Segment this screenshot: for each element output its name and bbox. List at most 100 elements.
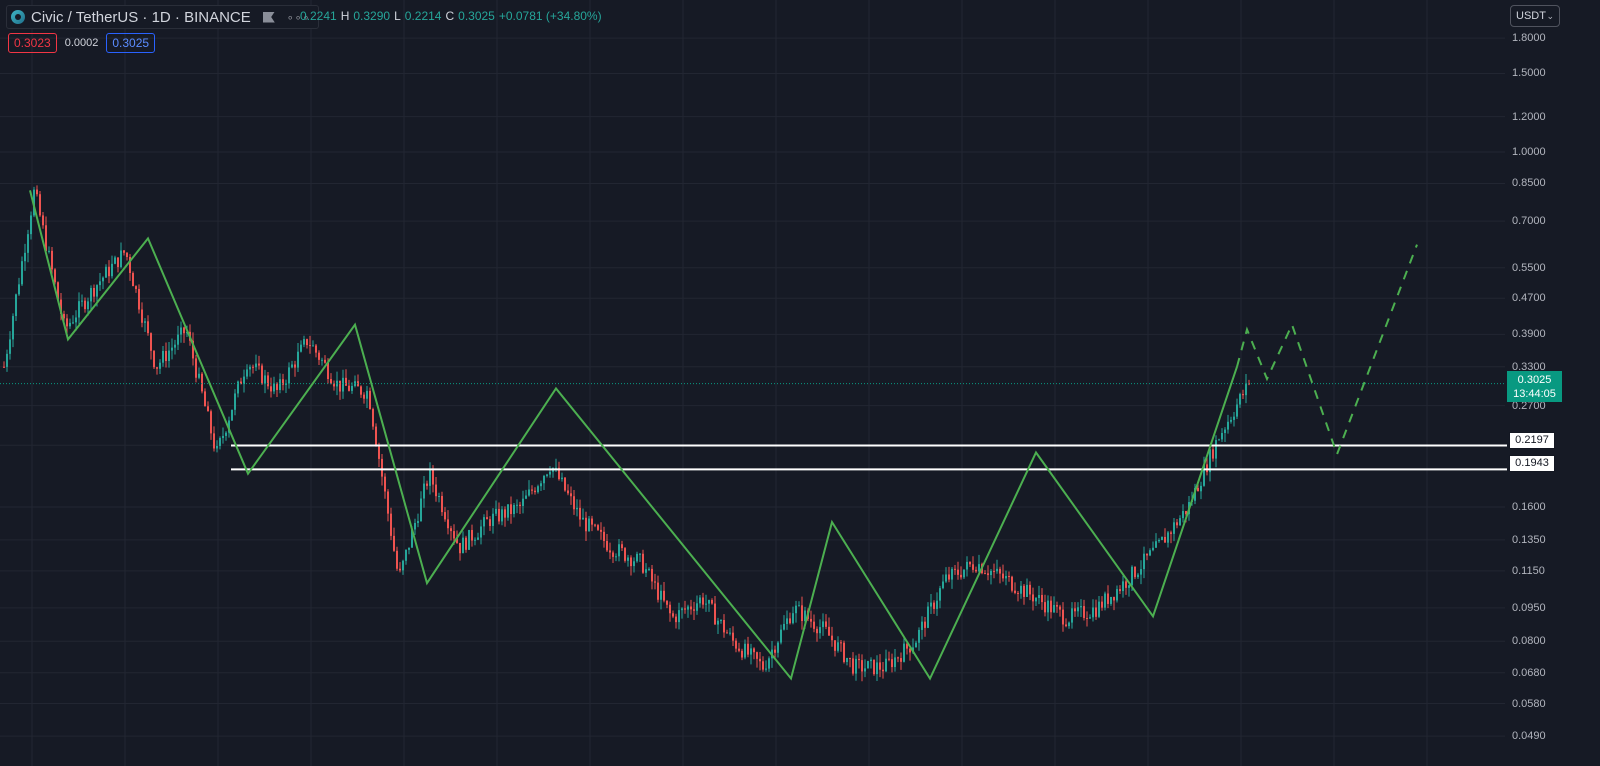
horizontal-levels[interactable] — [231, 444, 1507, 471]
candle-body — [54, 269, 56, 283]
more-dots-icon[interactable]: ∘∘∘ — [286, 11, 311, 24]
candle-body — [48, 250, 50, 252]
candle-body — [492, 513, 494, 526]
buy-price-button[interactable]: 0.3025 — [106, 33, 156, 53]
candle-body — [237, 381, 239, 394]
candle-body — [123, 250, 125, 253]
low-value: 0.2214 — [404, 9, 442, 23]
candle-body — [831, 635, 833, 641]
candle-body — [696, 603, 698, 611]
candle-body — [1011, 576, 1013, 591]
candle-body — [813, 621, 815, 629]
candle-body — [51, 250, 53, 270]
ohlc-values: 0.2241 H 0.3290 L 0.2214 C 0.3025 +0.0781 (… — [300, 9, 602, 23]
candle-body — [627, 557, 629, 561]
close-label: C — [445, 9, 455, 23]
candle-body — [276, 383, 278, 390]
candle-body — [621, 544, 623, 549]
candle-body — [318, 352, 320, 360]
candle-body — [717, 620, 719, 625]
candle-body — [435, 484, 437, 497]
candle-body — [837, 642, 839, 651]
candle-body — [1107, 593, 1109, 604]
candle-body — [21, 261, 23, 285]
candle-body — [1176, 522, 1178, 526]
candle-body — [525, 495, 527, 499]
candle-body — [429, 468, 431, 486]
price-axis-label: 0.0680 — [1512, 666, 1546, 679]
candle-body — [681, 608, 683, 611]
candle-body — [516, 504, 518, 506]
candle-body — [195, 358, 197, 378]
candle-body — [1212, 449, 1214, 459]
candle-body — [1041, 594, 1043, 603]
candle-body — [1173, 522, 1175, 534]
candle-body — [366, 390, 368, 399]
candle-body — [780, 629, 782, 643]
candle-body — [1005, 576, 1007, 579]
level-tag-lower[interactable]: 0.1943 — [1509, 455, 1555, 472]
price-axis-label: 1.5000 — [1512, 67, 1546, 80]
candle-body — [504, 509, 506, 518]
candle-body — [705, 603, 707, 605]
candle-body — [156, 367, 158, 369]
candle-body — [870, 659, 872, 662]
price-axis-label: 0.0800 — [1512, 635, 1546, 648]
candle-body — [843, 642, 845, 663]
currency-selector[interactable]: USDT ⌄ — [1510, 5, 1560, 27]
candle-body — [948, 574, 950, 580]
candle-body — [249, 366, 251, 370]
candle-body — [1146, 553, 1148, 556]
level-tag-upper[interactable]: 0.2197 — [1509, 432, 1555, 449]
candle-body — [822, 621, 824, 628]
candle-body — [618, 544, 620, 557]
candle-body — [639, 553, 641, 555]
sell-price-button[interactable]: 0.3023 — [8, 33, 57, 53]
candle-body — [597, 525, 599, 530]
candle-body — [846, 657, 848, 663]
current-price-tag: 0.3025 13:44:05 — [1507, 371, 1562, 402]
candle-body — [768, 658, 770, 669]
symbol-header[interactable]: Civic / TetherUS · 1D · BINANCE ∘∘∘ — [6, 5, 320, 29]
candle-body — [678, 610, 680, 623]
candle-body — [111, 263, 113, 277]
candle-body — [84, 300, 86, 310]
price-axis-label: 0.0490 — [1512, 730, 1546, 743]
candle-body — [495, 508, 497, 514]
candle-body — [354, 381, 356, 386]
candle-body — [759, 658, 761, 662]
pattern-drawing[interactable] — [29, 190, 1238, 681]
candle-body — [333, 383, 335, 387]
candle-body — [462, 537, 464, 554]
candle-body — [1095, 607, 1097, 617]
candle-body — [633, 561, 635, 567]
candle-body — [27, 234, 29, 253]
candle-body — [240, 381, 242, 385]
candle-body — [1014, 590, 1016, 593]
candle-body — [234, 393, 236, 410]
candle-body — [999, 568, 1001, 574]
candle-body — [81, 300, 83, 302]
candle-body — [615, 556, 617, 558]
candle-body — [1155, 541, 1157, 548]
candle-body — [708, 599, 710, 604]
candle-body — [540, 483, 542, 487]
candle-body — [117, 257, 119, 268]
projection-drawing[interactable] — [1236, 244, 1418, 458]
candle-body — [420, 498, 422, 522]
candle-body — [687, 606, 689, 610]
bar-countdown: 13:44:05 — [1513, 388, 1556, 400]
candle-body — [315, 345, 317, 353]
flag-icon[interactable] — [262, 11, 275, 23]
candle-body — [732, 632, 734, 641]
candle-body — [468, 529, 470, 550]
candle-body — [90, 287, 92, 302]
price-axis-label: 0.8500 — [1512, 177, 1546, 190]
candle-body — [327, 362, 329, 380]
candle-body — [393, 535, 395, 551]
candle-body — [18, 284, 20, 295]
candle-body — [1074, 608, 1076, 612]
candle-body — [1137, 574, 1139, 578]
candle-body — [9, 339, 11, 354]
